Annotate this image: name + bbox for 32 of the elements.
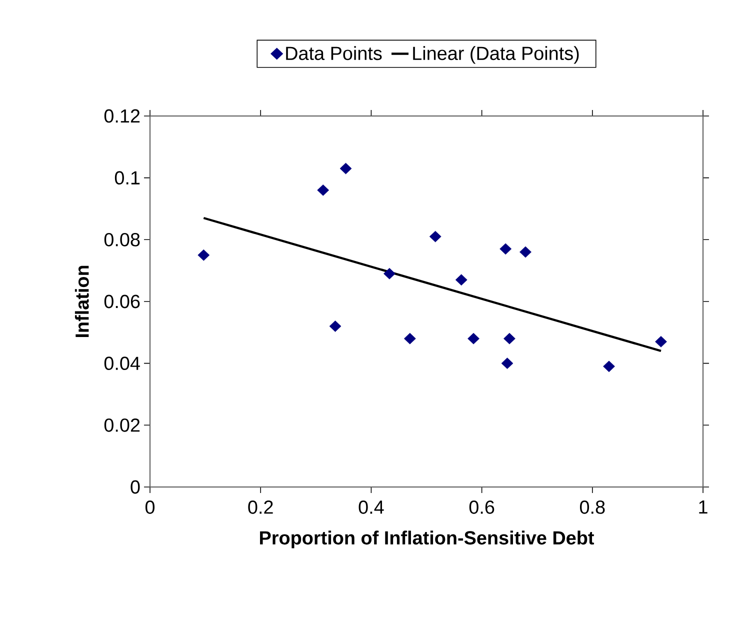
point [501,358,514,369]
x-tick-label: 0 [145,500,155,514]
y-tick-label: 0 [130,480,140,494]
y-tick-label: 0.1 [114,171,140,185]
y-axis-title: Inflation [74,266,89,338]
y-tick-label: 0.08 [104,232,140,246]
y-tick-label: 0.06 [104,294,140,308]
point [504,332,516,344]
point [340,162,352,174]
point [317,184,330,196]
y-tick-label: 0.04 [104,356,140,370]
legend-label: Data Points [286,46,382,60]
x-tick-label: 0.8 [580,500,605,514]
y-tick-label: 0.12 [104,109,140,123]
point [468,332,480,344]
point [404,332,416,344]
point [655,336,667,348]
point [520,246,532,258]
point [500,243,512,255]
x-tick-label: 1 [699,500,708,514]
point [329,320,342,332]
point [429,230,442,242]
x-axis-title: Proportion of Inflation-Sensitive Debt [260,530,594,548]
legend-label: Linear (Data Points) [413,46,579,64]
y-tick-label: 0.02 [104,418,140,432]
x-tick-label: 0.4 [358,500,384,514]
x-tick-label: 0.6 [469,500,494,514]
point [384,268,396,280]
x-tick-label: 0.2 [248,500,273,514]
point [198,249,210,261]
point [603,360,615,372]
point [455,274,468,286]
